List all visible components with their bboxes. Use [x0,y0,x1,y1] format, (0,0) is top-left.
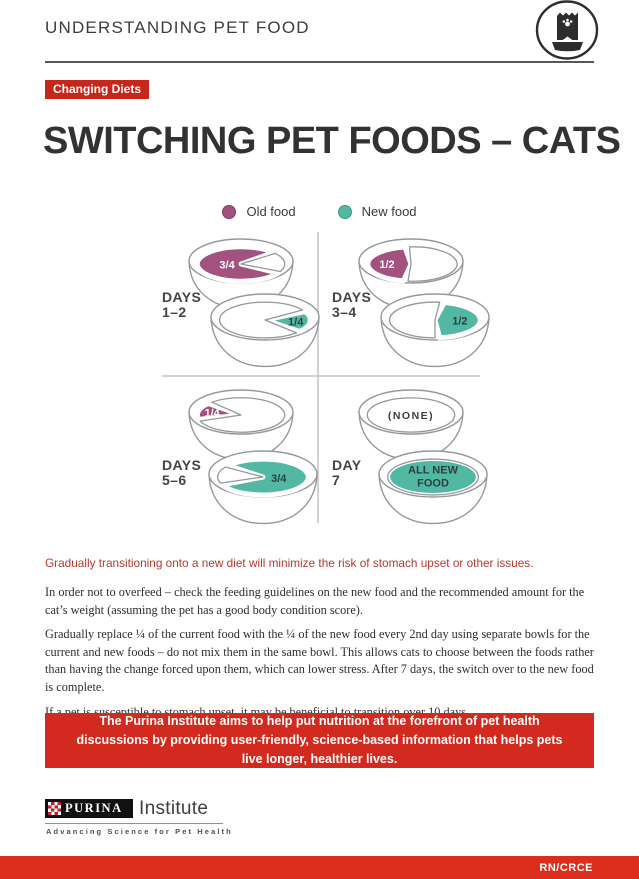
quadrant-1: 3/4 1/4 [188,238,320,368]
logo-tagline: Advancing Science for Pet Health [46,827,233,836]
day-label-days-5-6: DAYS 5–6 [162,457,202,488]
pet-food-bag-bowl-icon [535,0,599,60]
bowl: (NONE) [358,389,464,461]
page-title: SWITCHING PET FOODS – CATS [43,120,621,162]
purina-logo: PURINA [45,799,133,818]
body-paragraph-1: In order not to overfeed – check the fee… [45,585,585,617]
purina-checkerboard-icon [48,802,61,815]
transition-diagram: 3/4 1/4 1/2 1/2 1/4 3/4 (NONE) ALL NEW FOOD [162,232,490,525]
bowl-label: 3/4 [219,259,235,271]
legend-label-new: New food [361,204,417,219]
doc-code: RN/CRCE [539,861,593,874]
legend-item-new-food: New food [337,204,417,219]
day-label-days-3-4: DAYS 3–4 [332,289,372,320]
quadrant-3: 1/4 3/4 [188,389,318,525]
body-paragraph-2: Gradually replace ¼ of the current food … [45,627,594,694]
bowl: 1/4 [188,389,294,461]
purina-logo-word: PURINA [65,801,123,815]
bowl-label: 3/4 [271,473,287,485]
header-divider [45,61,594,63]
quadrant-2: 1/2 1/2 [358,238,490,368]
old-food-dot-icon [222,204,237,219]
legend-label-old: Old food [246,204,296,219]
callout-text: The Purina Institute aims to help put nu… [76,714,563,766]
bowl-label: ALL NEW FOOD [408,465,459,490]
institute-logo-word: Institute [139,798,209,819]
quadrant-4: (NONE) ALL NEW FOOD [358,389,488,525]
lead-sentence: Gradually transitioning onto a new diet … [45,556,534,570]
legend: Old food New food [0,204,639,219]
section-badge: Changing Diets [45,80,150,99]
bowl-label: 1/4 [204,407,220,419]
bowl-label: 1/2 [452,316,467,328]
page-header-title: UNDERSTANDING PET FOOD [45,18,310,37]
new-food-dot-icon [337,204,352,219]
bowl: 1/4 [210,293,320,368]
bowl: ALL NEW FOOD [378,450,488,525]
bowl: 3/4 [188,238,294,310]
bowl-label: 1/4 [288,316,304,328]
purina-callout-box: The Purina Institute aims to help put nu… [45,713,594,768]
bowl-label: (NONE) [388,410,434,422]
bowl: 3/4 [208,450,318,525]
day-label-day-7: DAY 7 [332,457,362,488]
legend-item-old-food: Old food [222,204,296,219]
bowl-label: 1/2 [379,259,394,271]
bowl: 1/2 [380,293,490,368]
body-text: In order not to overfeed – check the fee… [45,584,598,728]
logo-divider [45,823,223,824]
day-label-days-1-2: DAYS 1–2 [162,289,202,320]
bottom-bar: RN/CRCE [0,856,639,879]
